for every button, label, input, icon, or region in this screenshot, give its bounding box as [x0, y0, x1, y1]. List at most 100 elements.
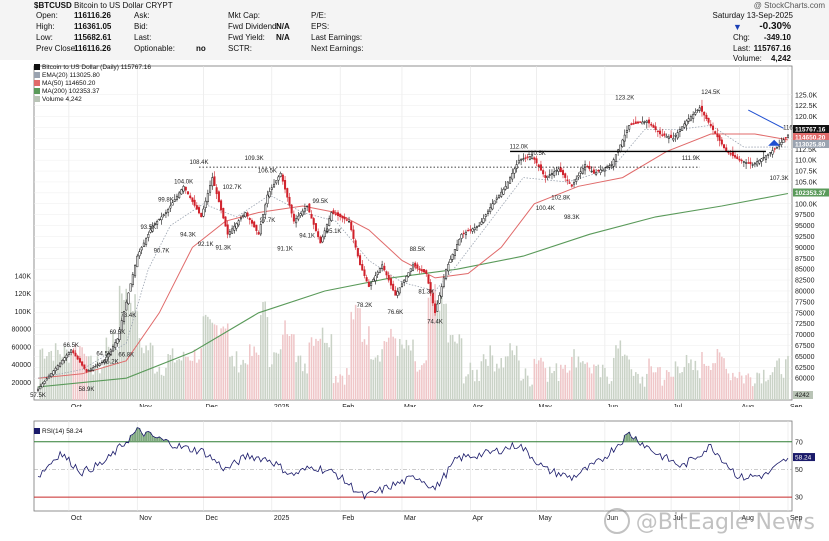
volume-bar: [443, 303, 445, 400]
volume-bar: [368, 326, 370, 400]
volume-bar: [321, 327, 324, 400]
volume-bar: [582, 361, 584, 400]
candle-body: [330, 212, 333, 221]
price-chart[interactable]: Oct Nov Dec 2025 Feb Mar Apr May Jun Jul Aug Sep 600…: [0, 62, 829, 407]
candle-body: [502, 188, 505, 195]
candle-body: [729, 153, 732, 155]
candle-body: [222, 207, 225, 219]
rsi-x-tick-label: Feb: [342, 515, 354, 522]
candle-body: [579, 171, 582, 174]
candle-body: [685, 120, 688, 126]
candle-body: [550, 173, 553, 176]
volume-bar: [96, 356, 99, 400]
legend-ema20: EMA(20) 113025.80: [42, 72, 100, 79]
volume-bar: [116, 349, 119, 400]
volume-bar: [447, 342, 450, 400]
candle-body: [740, 159, 743, 162]
volume-bar: [337, 382, 339, 400]
candle-body: [186, 191, 190, 195]
candle-body: [81, 361, 84, 366]
volume-bar: [509, 343, 511, 400]
price-annotation: 91.3K: [215, 246, 231, 252]
volume-bar: [676, 366, 679, 400]
price-annotation: 106.5K: [258, 168, 277, 174]
volume-bar: [312, 346, 315, 400]
volume-bar: [211, 322, 214, 400]
candle-body: [125, 301, 128, 311]
rsi-x-tick-label: Aug: [741, 515, 754, 522]
volume-bar: [736, 378, 739, 400]
candle-body: [416, 264, 419, 268]
candle-body: [94, 365, 97, 368]
candle-body: [786, 134, 790, 138]
candle-body: [555, 170, 558, 172]
candle-body: [760, 158, 763, 162]
candle-body: [191, 197, 194, 202]
candle-body: [700, 105, 703, 112]
y-tick-label: 75000: [795, 310, 815, 317]
candle-body: [72, 350, 75, 354]
volume-bar: [123, 300, 125, 400]
candle-body: [610, 164, 613, 166]
volume-bar: [167, 354, 169, 400]
volume-bar: [531, 384, 533, 400]
volume-bar: [215, 325, 218, 400]
candle-body: [131, 274, 134, 285]
candle-body: [592, 169, 595, 174]
candle-body: [718, 135, 721, 141]
legend-ma50: MA(50) 114650.20: [42, 80, 96, 87]
candle-body: [321, 236, 324, 243]
price-annotation: 99.5K: [313, 199, 329, 205]
volume-last-tag: [793, 391, 813, 399]
candle-body: [184, 186, 187, 191]
ma200-swatch: [34, 88, 40, 94]
candle-body: [350, 221, 353, 231]
volume-bar: [94, 367, 97, 400]
volume-bar: [295, 362, 297, 400]
candle-body: [195, 205, 198, 210]
volume-bar: [279, 349, 282, 400]
volume-bar: [240, 364, 242, 400]
volume-bar: [778, 358, 780, 400]
mktcap-label: Mkt Cap:: [228, 11, 261, 20]
candle-body: [431, 293, 434, 304]
candle-body: [224, 216, 227, 227]
price-annotation: 110.5K: [527, 151, 546, 157]
volume-bar: [385, 341, 388, 400]
candle-body: [625, 129, 628, 133]
volume-bar: [579, 362, 582, 400]
volume-bar: [103, 365, 105, 400]
symbol[interactable]: $BTCUSD: [34, 1, 72, 10]
volume-bar: [76, 355, 79, 400]
x-tick-label: Mar: [404, 404, 417, 407]
volume-bar: [584, 363, 586, 400]
volume-bar: [533, 358, 536, 400]
candle-body: [513, 168, 516, 174]
volume-bar: [65, 349, 68, 400]
volume-bar: [687, 363, 690, 400]
candle-body: [467, 229, 470, 232]
price-annotation: 90.7K: [154, 248, 170, 254]
volume-bar: [745, 375, 747, 400]
rsi-chart[interactable]: Oct Nov Dec 2025 Feb Mar Apr May Jun Jul Aug Sep305…: [0, 413, 829, 541]
y-tick-label: 105.0K: [795, 179, 818, 186]
volume-bar: [462, 383, 465, 400]
volume-bar: [202, 316, 205, 400]
candle-body: [359, 255, 362, 266]
candle-body: [396, 291, 399, 296]
volume-bar: [487, 365, 489, 400]
candle-body: [345, 219, 348, 221]
candle-body: [411, 264, 415, 271]
candle-body: [167, 208, 170, 213]
volume-bar: [762, 369, 765, 400]
volume-bar: [480, 361, 483, 400]
volume-bar: [601, 364, 604, 400]
candle-body: [577, 175, 580, 178]
candle-body: [248, 217, 251, 221]
candle-body: [473, 227, 476, 231]
volume-bar: [346, 368, 348, 400]
candle-body: [526, 156, 529, 158]
candle-body: [670, 134, 673, 138]
candle-body: [341, 215, 344, 219]
candle-body: [136, 255, 139, 268]
